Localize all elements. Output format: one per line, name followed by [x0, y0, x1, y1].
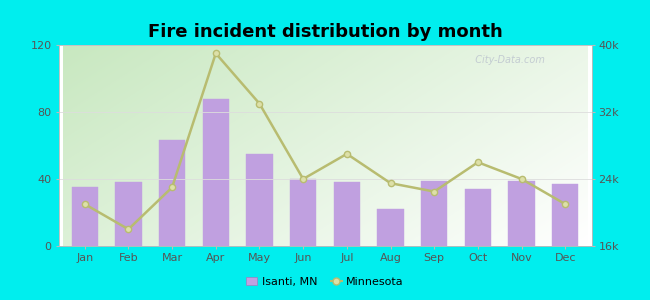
- Bar: [72, 188, 98, 246]
- Bar: [203, 99, 229, 246]
- Bar: [159, 140, 185, 246]
- Bar: [246, 154, 272, 246]
- Legend: Isanti, MN, Minnesota: Isanti, MN, Minnesota: [242, 273, 408, 291]
- Bar: [290, 179, 317, 246]
- Bar: [465, 189, 491, 246]
- Bar: [333, 182, 360, 246]
- Bar: [378, 209, 404, 246]
- Title: Fire incident distribution by month: Fire incident distribution by month: [148, 23, 502, 41]
- Bar: [421, 181, 447, 246]
- Bar: [115, 182, 142, 246]
- Bar: [508, 181, 535, 246]
- Text: City-Data.com: City-Data.com: [469, 55, 545, 65]
- Bar: [552, 184, 578, 246]
